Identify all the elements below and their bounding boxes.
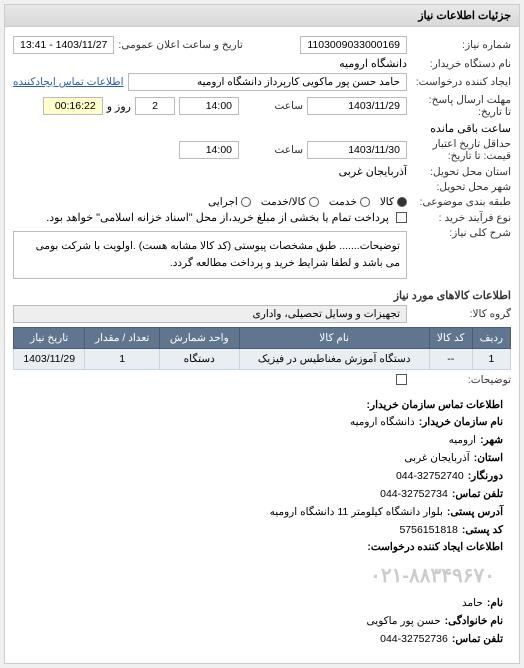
cat-label: طبقه بندی موضوعی:	[411, 196, 511, 208]
process-checkbox[interactable]	[396, 212, 407, 223]
process-note: پرداخت تمام یا بخشی از مبلغ خرید،از محل …	[46, 211, 389, 224]
announce-value: 1403/11/27 - 13:41	[13, 36, 114, 54]
items-title: اطلاعات کالاهای مورد نیاز	[13, 289, 511, 302]
td-qty: 1	[85, 348, 159, 369]
explain-checkbox[interactable]	[396, 374, 407, 385]
th-name: نام کالا	[239, 327, 429, 348]
process-label: نوع فرآیند خرید :	[411, 212, 511, 224]
buyer-addr-lbl: آدرس پستی:	[447, 504, 503, 522]
deadline-time: 14:00	[179, 97, 239, 115]
radio-asgari[interactable]: اجرایی	[208, 196, 251, 208]
buyer-fax-lbl: دورنگار:	[468, 468, 503, 486]
min-valid-time: 14:00	[179, 141, 239, 159]
buyer-province: آذربایجان غربی	[404, 450, 469, 468]
org-value: دانشگاه ارومیه	[339, 57, 407, 70]
faded-phone-watermark: ۰۲۱-۸۸۳۴۹۶۷۰	[21, 557, 503, 595]
province-label: استان محل تحویل:	[411, 166, 511, 178]
days-value: 2	[135, 97, 175, 115]
radio-dot-icon	[309, 197, 319, 207]
table-row[interactable]: 1 -- دستگاه آموزش مغناطیس در فیزیک دستگا…	[14, 348, 511, 369]
radio-dot-icon	[360, 197, 370, 207]
deadline-date: 1403/11/29	[307, 97, 407, 115]
creator-fname: حامد	[462, 595, 483, 613]
group-value: تجهیزات و وسایل تحصیلی، واداری	[13, 305, 407, 323]
explain-label: توضیحات:	[411, 374, 511, 386]
creator-fname-lbl: نام:	[487, 595, 503, 613]
buyer-title: اطلاعات تماس سازمان خریدار:	[367, 397, 503, 415]
buyer-fax: 044-32752740	[396, 468, 464, 486]
radio-goods[interactable]: کالا	[380, 196, 407, 208]
creator-value: حامد حسن پور ماکویی کارپرداز دانشگاه ارو…	[128, 73, 407, 91]
buyer-org-lbl: نام سازمان خریدار:	[419, 414, 503, 432]
time-label-1: ساعت	[243, 100, 303, 112]
announce-label: تاریخ و ساعت اعلان عمومی:	[118, 39, 296, 51]
remain-value: 00:16:22	[43, 97, 103, 115]
creator-label: ایجاد کننده درخواست:	[411, 76, 511, 88]
td-name: دستگاه آموزش مغناطیس در فیزیک	[239, 348, 429, 369]
th-qty: تعداد / مقدار	[85, 327, 159, 348]
buyer-city: ارومیه	[449, 432, 476, 450]
creator-phone: 044-32752736	[380, 631, 448, 649]
remain-label: ساعت باقی مانده	[430, 122, 511, 135]
radio-service[interactable]: خدمت	[329, 196, 370, 208]
category-radio-group: کالا خدمت کالا/خدمت اجرایی	[208, 196, 407, 208]
buyer-post-lbl: کد پستی:	[462, 522, 503, 540]
city-label: شهر محل تحویل:	[411, 181, 511, 193]
td-row: 1	[472, 348, 510, 369]
min-valid-label: حداقل تاریخ اعتبار قیمت: تا تاریخ:	[411, 138, 511, 162]
creator-title: اطلاعات ایجاد کننده درخواست:	[367, 539, 503, 557]
radio-dot-icon	[241, 197, 251, 207]
table-header-row: ردیف کد کالا نام کالا واحد شمارش تعداد /…	[14, 327, 511, 348]
buyer-city-lbl: شهر:	[480, 432, 503, 450]
group-label: گروه کالا:	[411, 308, 511, 320]
radio-goods-service[interactable]: کالا/خدمت	[261, 196, 319, 208]
need-no-value: 1103009033000169	[300, 36, 407, 54]
time-label-2: ساعت	[243, 144, 303, 156]
creator-lname: حسن پور ماکویی	[367, 613, 441, 631]
need-no-label: شماره نیاز:	[411, 39, 511, 51]
buyer-addr: بلوار دانشگاه کیلومتر 11 دانشگاه ارومیه	[270, 504, 443, 522]
creator-lname-lbl: نام خانوادگی:	[445, 613, 503, 631]
td-date: 1403/11/29	[14, 348, 85, 369]
items-table: ردیف کد کالا نام کالا واحد شمارش تعداد /…	[13, 327, 511, 370]
th-date: تاریخ نیاز	[14, 327, 85, 348]
desc-value: توضیحات....... طبق مشخصات پیوستی (کد کال…	[13, 231, 407, 279]
province-value: آذربایجان غربی	[339, 165, 407, 178]
buyer-info: اطلاعات تماس سازمان خریدار: نام سازمان خ…	[13, 389, 511, 657]
buyer-province-lbl: استان:	[474, 450, 503, 468]
org-label: نام دستگاه خریدار:	[411, 58, 511, 70]
th-unit: واحد شمارش	[159, 327, 239, 348]
panel-title: جزئیات اطلاعات نیاز	[5, 5, 519, 27]
days-label: روز و	[107, 100, 131, 113]
buyer-org: دانشگاه ارومیه	[350, 414, 415, 432]
deadline-label: مهلت ارسال پاسخ: تا تاریخ:	[411, 94, 511, 118]
th-row: ردیف	[472, 327, 510, 348]
desc-label: شرح کلی نیاز:	[411, 227, 511, 239]
th-code: کد کالا	[429, 327, 472, 348]
min-valid-date: 1403/11/30	[307, 141, 407, 159]
form-body: شماره نیاز: 1103009033000169 تاریخ و ساع…	[5, 27, 519, 663]
buyer-phone-lbl: تلفن تماس:	[452, 486, 503, 504]
buyer-phone: 044-32752734	[380, 486, 448, 504]
creator-phone-lbl: تلفن تماس:	[452, 631, 503, 649]
td-unit: دستگاه	[159, 348, 239, 369]
buyer-post: 5756151818	[399, 522, 457, 540]
radio-dot-icon	[397, 197, 407, 207]
need-details-panel: جزئیات اطلاعات نیاز شماره نیاز: 11030090…	[4, 4, 520, 664]
td-code: --	[429, 348, 472, 369]
creator-contact-link[interactable]: اطلاعات تماس ایجادکننده	[13, 76, 124, 88]
